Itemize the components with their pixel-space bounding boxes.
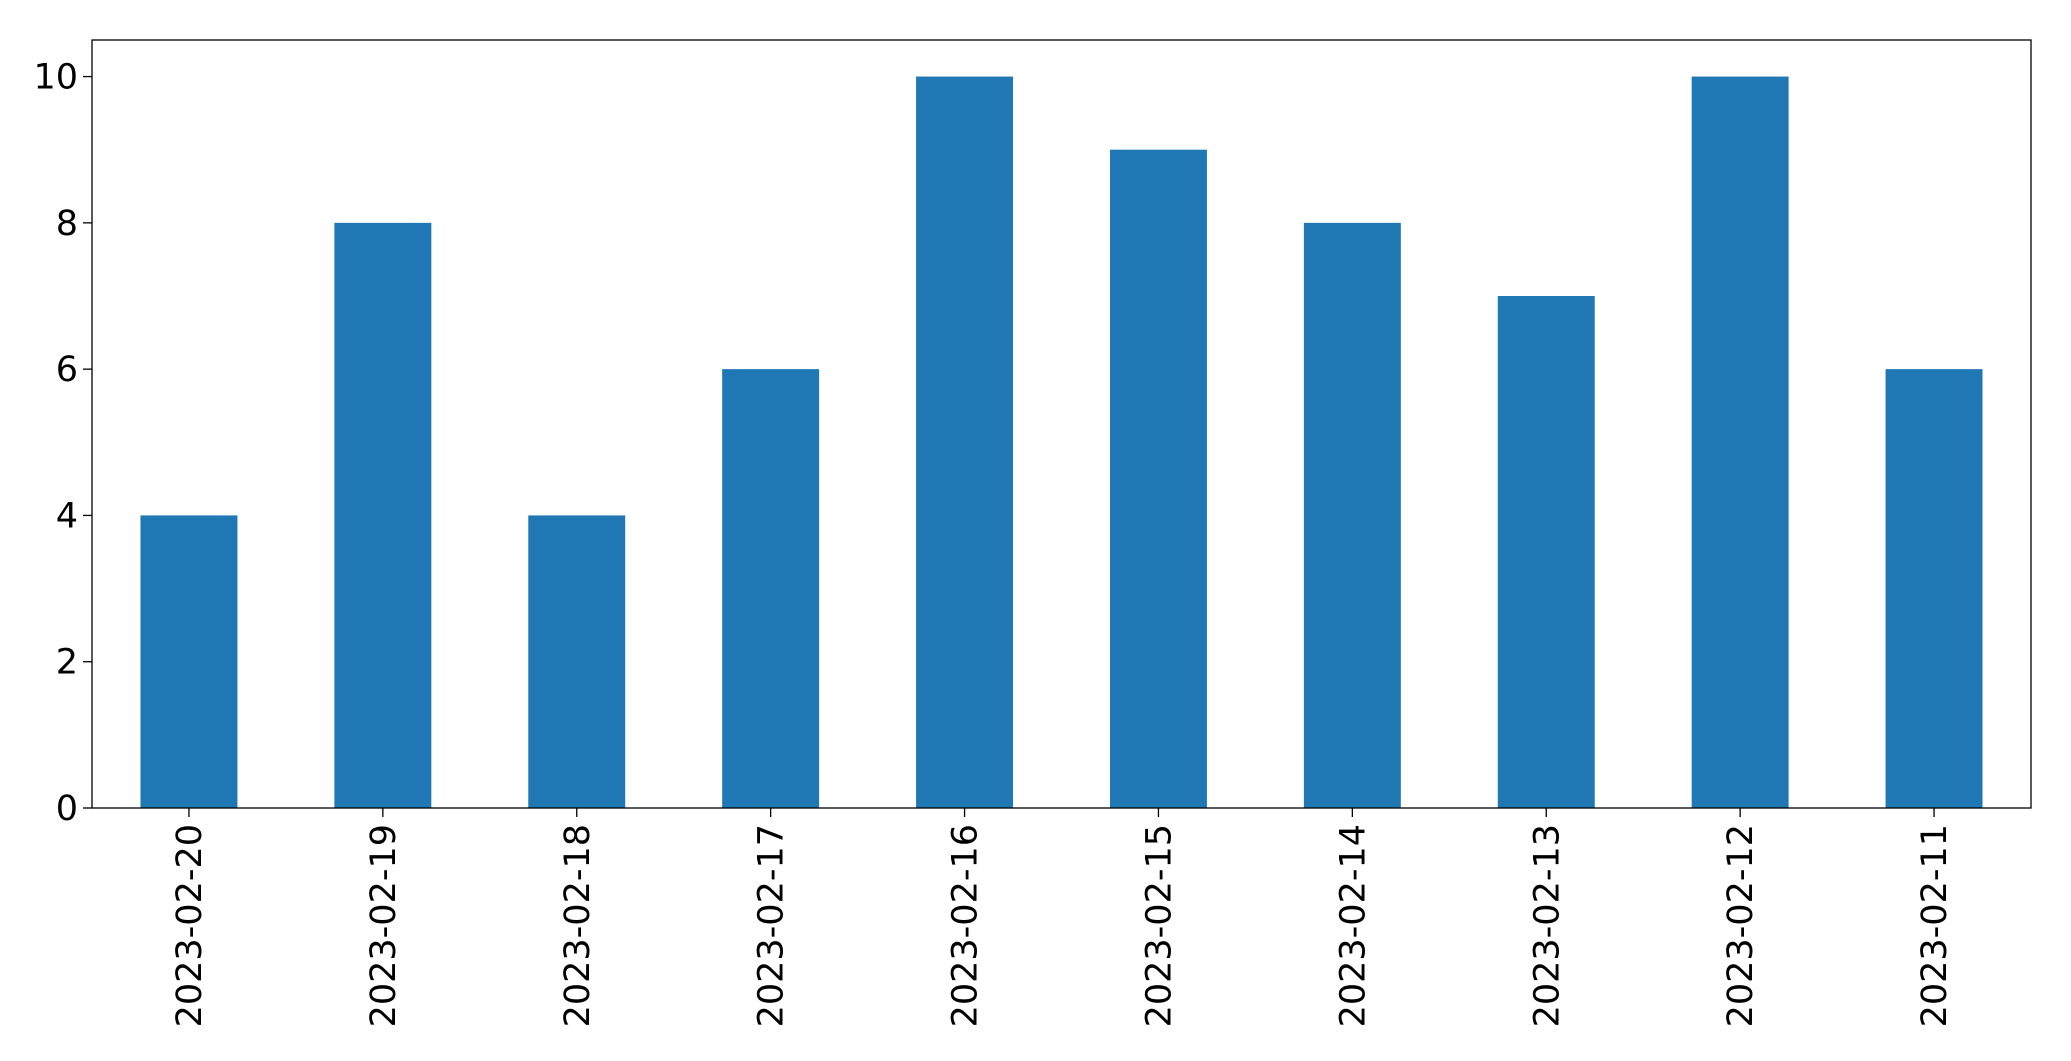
x-tick-label: 2023-02-18 [558, 824, 598, 1027]
y-tick-label: 8 [56, 204, 78, 244]
x-tick-label: 2023-02-15 [1139, 824, 1179, 1027]
y-tick-label: 2 [56, 643, 78, 683]
x-tick-label: 2023-02-20 [170, 824, 210, 1027]
bar [1497, 296, 1595, 808]
y-tick-label: 6 [56, 350, 78, 390]
plot-frame [91, 39, 2032, 809]
y-tick-label: 0 [56, 789, 78, 829]
x-tick-label: 2023-02-13 [1527, 824, 1567, 1027]
x-tick-label: 2023-02-16 [946, 824, 986, 1027]
bar [1303, 222, 1401, 808]
y-tick-label: 10 [33, 58, 78, 98]
bar [334, 222, 432, 808]
bar [916, 76, 1014, 809]
bar [1885, 369, 1983, 808]
x-tick-label: 2023-02-19 [364, 824, 404, 1027]
x-tick-label: 2023-02-17 [752, 824, 792, 1027]
bar [722, 369, 820, 808]
x-tick-label: 2023-02-12 [1721, 824, 1761, 1027]
x-tick-label: 2023-02-14 [1333, 824, 1373, 1027]
bar [528, 515, 626, 808]
x-tick-label: 2023-02-11 [1915, 824, 1955, 1027]
bar [1691, 76, 1789, 809]
y-tick-label: 4 [56, 496, 78, 536]
bar [1109, 149, 1207, 808]
bar [140, 515, 238, 808]
